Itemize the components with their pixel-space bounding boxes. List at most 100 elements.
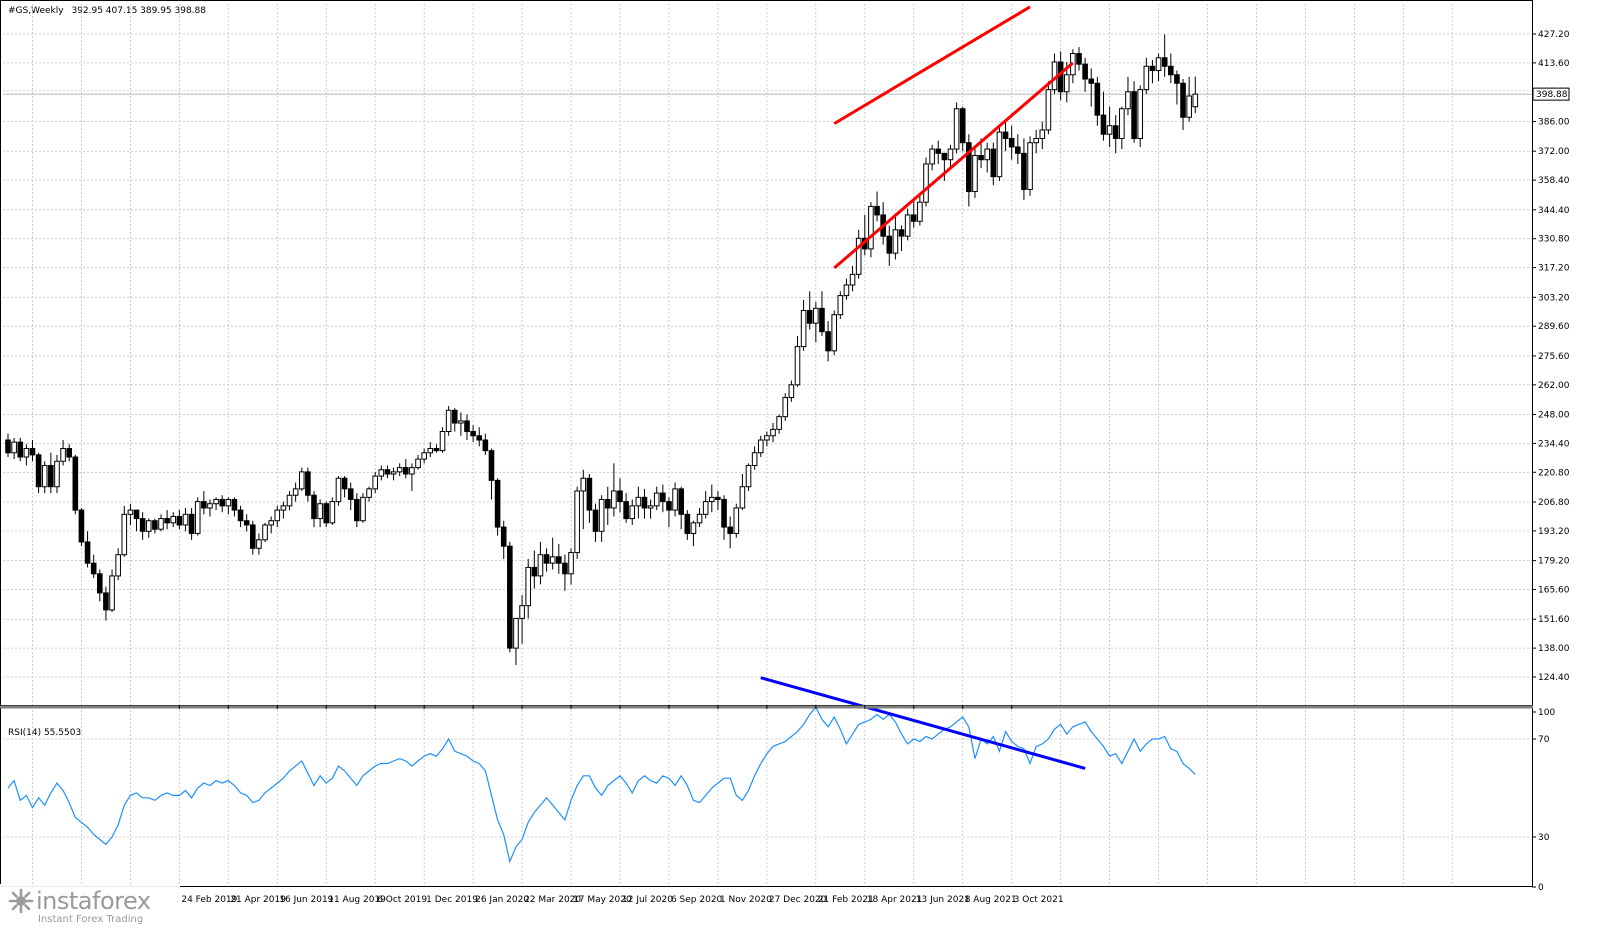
- candle: [1076, 47, 1082, 71]
- candle-body: [886, 235, 893, 254]
- candle: [1119, 106, 1125, 150]
- candle-body: [592, 509, 599, 532]
- x-tick-label: 24 Feb 2019: [181, 895, 237, 905]
- candle: [1112, 115, 1119, 154]
- candle: [1045, 81, 1052, 135]
- candle: [1008, 125, 1015, 160]
- candle: [1100, 91, 1107, 141]
- candle: [739, 473, 746, 511]
- price-tick-label: 427.20: [1538, 30, 1570, 40]
- candle-body: [745, 464, 752, 488]
- candle: [1186, 76, 1192, 122]
- candle: [1027, 136, 1033, 196]
- candle: [54, 454, 60, 494]
- candle-body: [464, 420, 470, 433]
- candle-body: [72, 456, 79, 511]
- candle: [568, 548, 574, 585]
- candle-body: [739, 486, 746, 509]
- candle-body: [684, 513, 691, 534]
- candle-body: [519, 605, 525, 619]
- candle-body: [525, 566, 532, 607]
- candle: [29, 440, 36, 462]
- candle-body: [311, 494, 317, 520]
- candle-body: [237, 509, 244, 522]
- candle-body: [764, 435, 770, 441]
- candle-body: [611, 490, 617, 509]
- candle: [1082, 57, 1088, 92]
- candle: [164, 510, 170, 530]
- candle-body: [262, 524, 268, 541]
- candle: [311, 490, 317, 528]
- candle: [188, 507, 195, 540]
- candle-body: [84, 541, 91, 564]
- candle-body: [29, 448, 36, 456]
- candle-body: [54, 460, 60, 488]
- candle-body: [917, 201, 923, 222]
- candle: [1125, 76, 1131, 116]
- price-tick-label: 358.40: [1538, 176, 1570, 186]
- candle: [250, 520, 256, 555]
- candle: [849, 265, 856, 292]
- candle-body: [849, 273, 856, 286]
- candle-body: [874, 205, 880, 216]
- candle: [898, 225, 905, 252]
- candle: [751, 446, 758, 470]
- candle-body: [403, 467, 409, 475]
- candle-body: [929, 148, 935, 165]
- candle-body: [727, 526, 733, 534]
- candle-body: [1063, 74, 1070, 93]
- candle: [372, 471, 378, 494]
- candle-body: [305, 471, 311, 496]
- candle: [666, 497, 672, 528]
- candle: [415, 454, 421, 470]
- candle-body: [97, 573, 103, 594]
- candle-body: [984, 148, 991, 161]
- candle-body: [580, 477, 587, 492]
- candle: [41, 461, 48, 494]
- rsi-line: [7, 706, 1196, 864]
- candle: [574, 486, 580, 559]
- candle-body: [660, 492, 666, 503]
- candle-body: [1045, 89, 1052, 131]
- rsi-panel: [3, 676, 1532, 864]
- candle: [806, 291, 813, 330]
- candle-body: [298, 471, 305, 490]
- candle-body: [629, 505, 636, 520]
- candle-body: [978, 154, 984, 161]
- candle-body: [647, 505, 654, 509]
- candle: [366, 486, 372, 502]
- candle-body: [433, 448, 440, 452]
- channel: [833, 5, 1074, 270]
- candle: [825, 321, 831, 362]
- candle: [121, 505, 128, 557]
- candle: [537, 541, 544, 585]
- candle: [935, 140, 942, 164]
- candle-body: [837, 295, 844, 316]
- candle-body: [1112, 125, 1119, 139]
- candle: [874, 191, 880, 222]
- candle: [715, 490, 721, 511]
- candle-body: [1149, 65, 1156, 72]
- candles: [5, 34, 1199, 666]
- candle: [305, 467, 311, 502]
- candle: [531, 550, 538, 589]
- candle: [972, 146, 978, 198]
- candle: [721, 495, 727, 540]
- x-tick-label: 18 Apr 2021: [867, 895, 923, 905]
- current-price-tag: [1532, 87, 1570, 101]
- candle: [819, 291, 825, 336]
- watermark-tagline: Instant Forex Trading: [38, 914, 144, 925]
- candle: [470, 425, 476, 443]
- candle-body: [500, 526, 507, 547]
- candle: [1149, 59, 1156, 84]
- candle: [562, 554, 568, 591]
- candle: [145, 518, 152, 538]
- candle-body: [788, 384, 795, 399]
- candle-body: [855, 237, 862, 275]
- price-tick-label: 234.40: [1538, 439, 1570, 449]
- candle-body: [1076, 53, 1082, 65]
- price-tick-label: 289.60: [1538, 322, 1570, 332]
- x-tick-label: 8 Aug 2021: [965, 895, 1017, 905]
- candle: [910, 197, 917, 228]
- candle-body: [250, 524, 256, 549]
